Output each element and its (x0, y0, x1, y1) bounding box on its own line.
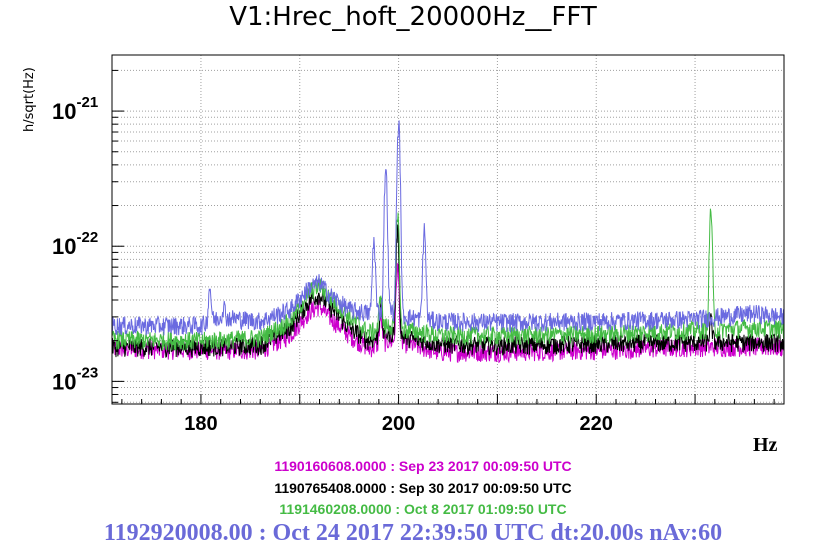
series-line-3 (111, 208, 785, 351)
grid-lines (112, 55, 784, 404)
footer-current-trace: 1192920008.00 : Oct 24 2017 22:39:50 UTC… (103, 520, 723, 546)
y-tick-label: 10-23 (52, 364, 98, 394)
axes: 180 200 220 10-23 10-22 10-21 (52, 69, 775, 435)
legend-entry-oct8: 1191460208.0000 : Oct 8 2017 01:09:50 UT… (279, 501, 567, 517)
plot-frame (111, 54, 785, 405)
x-tick-label: 200 (382, 413, 415, 435)
y-tick-label: 10-22 (52, 229, 98, 259)
series-line-4 (111, 120, 785, 336)
series-layer (111, 120, 785, 364)
chart-title: V1:Hrec_hoft_20000Hz__FFT (229, 2, 597, 32)
x-tick-label: 220 (580, 413, 613, 435)
y-tick-label: 10-21 (52, 94, 98, 124)
legend-entry-sep30: 1190765408.0000 : Sep 30 2017 00:09:50 U… (274, 480, 572, 496)
x-axis-unit: Hz (753, 434, 778, 456)
legend-entry-sep23: 1190160608.0000 : Sep 23 2017 00:09:50 U… (274, 458, 572, 474)
x-tick-label: 180 (184, 413, 217, 435)
